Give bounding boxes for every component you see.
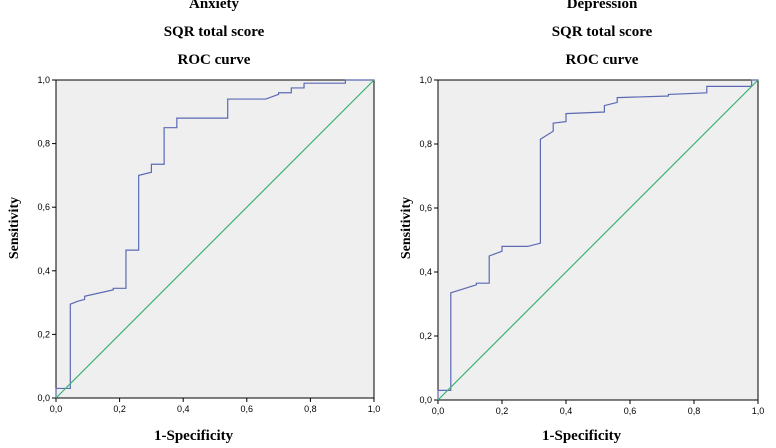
y-tick-label: 0,6 [37,202,50,212]
x-tick-label: 0,8 [304,404,317,414]
x-tick-label: 1,0 [368,404,381,414]
x-tick-label: 0,4 [177,404,190,414]
chart-caption: ROC curve [177,52,251,68]
x-tick-label: 0,0 [432,406,445,416]
reference-line [437,79,759,401]
x-tick-label: 0,4 [560,406,573,416]
roc-chart-anxiety: 0,0 0,2 0,4 0,6 0,8 1,0 0,0 0,2 0,4 0,6 0,8 1,0 [37,75,381,414]
y-tick-label: 0,8 [37,139,50,149]
y-tick-label: 0,6 [419,203,432,213]
y-tick-label: 0,8 [419,139,432,149]
y-tick-label: 0,0 [419,395,432,405]
y-tick-label: 0,0 [37,393,50,403]
x-tick-label: 0,8 [688,406,701,416]
x-tick-label: 0,0 [50,404,63,414]
reference-line [55,79,375,399]
x-tick-label: 0,6 [624,406,637,416]
chart-subtitle: SQR total score [551,24,653,40]
x-axis-label: 1-Specificity [542,428,622,444]
y-tick-label: 0,4 [37,266,50,276]
chart-caption: ROC curve [565,52,639,68]
x-axis-label: 1-Specificity [154,428,234,444]
x-tick-label: 0,6 [241,404,254,414]
chart-title: Depression [566,0,638,12]
y-tick-label: 0,2 [419,331,432,341]
roc-curve-line [55,79,374,398]
y-tick-label: 1,0 [37,75,50,85]
chart-panel-depression: Depression SQR total score ROC curve Sen… [388,0,776,448]
y-tick-label: 1,0 [419,75,432,85]
y-tick-label: 0,2 [37,329,50,339]
chart-subtitle: SQR total score [163,24,265,40]
roc-chart-depression: 0,0 0,2 0,4 0,6 0,8 1,0 0,0 0,2 0,4 0,6 0,8 1,0 [419,75,765,416]
y-tick-label: 0,4 [419,267,432,277]
chart-panel-anxiety: Anxiety SQR total score ROC curve Sensit… [7,0,381,444]
chart-title: Anxiety [189,0,239,12]
x-tick-label: 0,2 [496,406,509,416]
x-tick-label: 0,2 [113,404,126,414]
roc-curve-line [437,79,758,400]
x-tick-label: 1,0 [752,406,765,416]
